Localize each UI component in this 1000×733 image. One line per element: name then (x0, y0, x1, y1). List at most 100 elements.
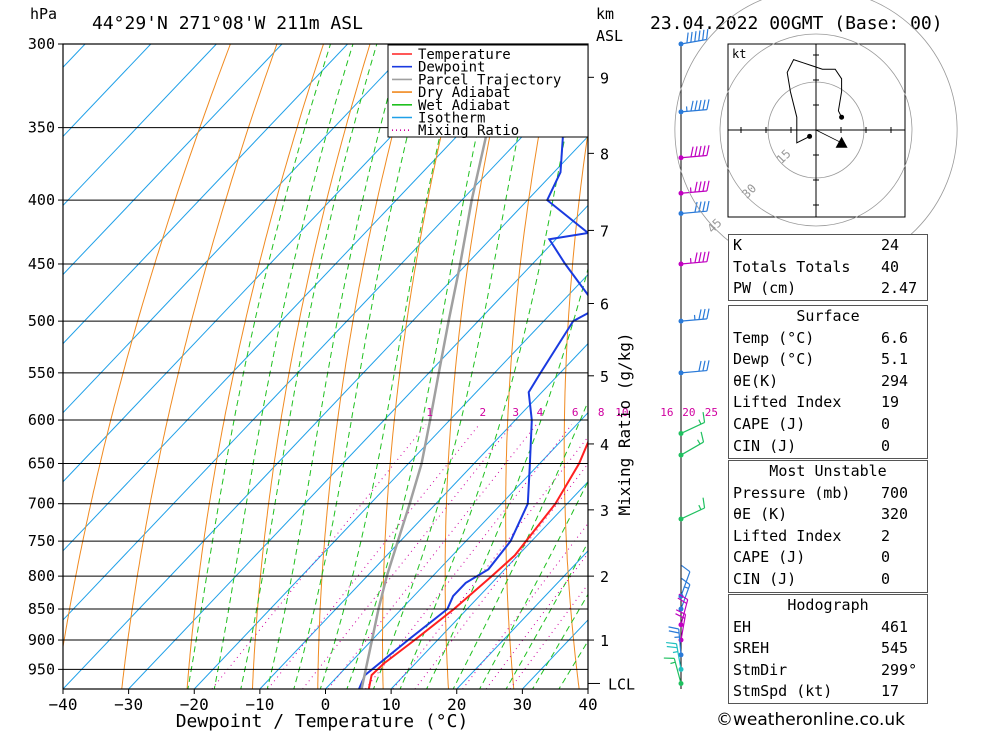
wind-staff (680, 369, 707, 374)
pressure-tick-label: 450 (28, 255, 55, 273)
x-tick-label: −40 (49, 695, 78, 714)
table-row: Dewp (°C) 5.1 (729, 349, 927, 371)
table-row: K 24 (729, 235, 927, 257)
mixing-ratio-line (462, 522, 588, 689)
wind-feather (702, 497, 706, 509)
legend-entry: Dry Adiabat (418, 85, 511, 101)
credit-link[interactable]: ©weatheronline.co.uk (716, 710, 906, 730)
pressure-tick-label: 600 (28, 411, 55, 429)
pressure-tick-label: 800 (28, 567, 55, 585)
wind-feather (666, 641, 677, 645)
wind-feather (675, 613, 686, 619)
wind-feather (694, 100, 698, 111)
hodograph-surface-point (807, 133, 813, 139)
x-tick-label: 40 (578, 695, 597, 714)
dry-adiabat (186, 44, 325, 689)
isotherm (128, 204, 588, 689)
table-row: PW (cm) 2.47 (729, 278, 927, 300)
isotherm (63, 135, 588, 689)
wind-feather (700, 431, 705, 443)
wind-feather (690, 146, 694, 158)
table-row: Lifted Index 19 (729, 392, 927, 414)
table-row: Lifted Index 2 (729, 526, 927, 548)
row-label: θE(K) (733, 371, 779, 390)
wind-feather (698, 309, 702, 320)
table-row: Totals Totals 40 (729, 257, 927, 279)
dry-adiabat (444, 44, 511, 689)
wind-feather (677, 597, 688, 605)
storm-motion-marker (835, 136, 848, 148)
background-grid (63, 44, 588, 689)
table-row: θE (K) 320 (729, 504, 927, 526)
hodograph-ring-label: 45 (705, 216, 725, 236)
pressure-tick-label: 850 (28, 600, 55, 618)
wind-feather (706, 251, 710, 262)
x-tick-label: 30 (513, 695, 532, 714)
wet-adiabat (266, 44, 404, 689)
wet-adiabat (372, 44, 538, 689)
row-value: 320 (881, 505, 909, 524)
wind-feather (666, 645, 678, 649)
table-row: StmDir 299° (729, 660, 927, 682)
wind-barb (678, 180, 710, 196)
pressure-tick-label: 500 (28, 312, 55, 330)
wind-barb (678, 577, 691, 612)
pressure-tick-label: 900 (28, 631, 55, 649)
mixing-ratio-line (485, 552, 588, 689)
km-tick-label: 4 (600, 436, 609, 454)
wind-feather (702, 412, 706, 423)
mixing-ratio-label: 20 (682, 406, 695, 419)
wind-barb (678, 29, 709, 47)
wind-staff (680, 571, 691, 597)
wind-barb (663, 657, 684, 686)
wind-feather (702, 29, 705, 41)
isotherm (63, 44, 480, 483)
wind-feather (694, 201, 698, 213)
wind-half-feather (698, 419, 702, 425)
hodograph-top-point (839, 114, 845, 120)
wind-feather (702, 308, 706, 320)
pressure-tick-label: 350 (28, 119, 55, 137)
wind-staff (680, 190, 707, 194)
pressure-tick-label: 950 (28, 660, 55, 678)
wind-feather (694, 31, 697, 42)
isotherm (193, 273, 588, 689)
wind-feather (690, 100, 694, 112)
wind-feather (668, 630, 680, 634)
wind-staff (680, 614, 687, 641)
table-title: Surface (796, 307, 860, 325)
km-tick-label: 6 (600, 295, 609, 313)
wind-feather (694, 146, 698, 157)
wet-adiabat (240, 44, 378, 689)
mixing-ratio-line (211, 424, 427, 689)
row-value: 2 (881, 526, 891, 545)
row-label: EH (733, 617, 752, 636)
isotherm (456, 550, 588, 689)
wind-barb (678, 308, 710, 324)
legend-entry: Wet Adiabat (418, 98, 511, 114)
wind-feather (706, 99, 710, 110)
dry-adiabat (317, 44, 418, 689)
mixing-ratio-label: 1 (426, 406, 433, 419)
pressure-unit-label: hPa (30, 5, 57, 23)
x-tick-label: 20 (447, 695, 466, 714)
wind-barb (678, 360, 710, 376)
dry-adiabat (251, 44, 371, 689)
table-title: Most Unstable (769, 462, 887, 480)
row-value: 0 (881, 414, 891, 433)
most-unstable-table: Most Unstable Pressure (mb) 700 θE (K) 320… (728, 460, 928, 593)
storm-motion-vector (815, 129, 842, 144)
wind-staff (680, 210, 707, 215)
wind-feather (698, 201, 702, 213)
table-row: EH 461 (729, 617, 927, 639)
wind-barb (678, 431, 705, 458)
km-tick-label: 3 (600, 502, 609, 520)
legend-entry: Mixing Ratio (418, 123, 519, 139)
row-label: θE (K) (733, 505, 788, 524)
legend-entry: Isotherm (418, 111, 485, 127)
lcl-label: LCL (608, 675, 635, 693)
row-value: 0 (881, 436, 891, 455)
row-label: StmSpd (kt) (733, 682, 833, 701)
wet-adiabat (293, 44, 432, 689)
